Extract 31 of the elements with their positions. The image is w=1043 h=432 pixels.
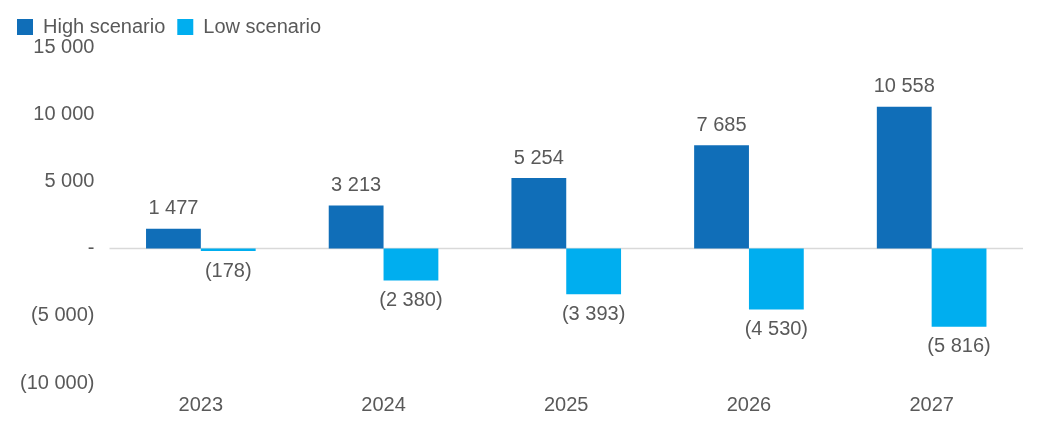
data-label: 7 685 — [696, 112, 747, 135]
data-label: 3 213 — [331, 172, 382, 195]
x-tick-label: 2023 — [178, 392, 224, 415]
data-label: (2 380) — [379, 288, 443, 311]
y-tick-label: 5 000 — [44, 168, 95, 191]
bar — [383, 248, 439, 281]
data-label: (3 393) — [561, 301, 626, 324]
bar — [694, 145, 749, 249]
data-label: (178) — [204, 258, 252, 281]
x-tick-label: 2027 — [909, 392, 954, 415]
legend-label: High scenario — [43, 14, 166, 37]
y-tick-label: 10 000 — [33, 101, 95, 124]
y-tick-label: (10 000) — [19, 370, 95, 393]
y-tick-label: - — [87, 236, 95, 259]
x-tick-label: 2025 — [544, 392, 589, 415]
data-label: 5 254 — [513, 145, 564, 168]
legend-label: Low scenario — [203, 14, 322, 37]
data-label: 1 477 — [148, 196, 199, 219]
bar — [511, 177, 567, 249]
bar — [931, 248, 987, 327]
bar — [328, 205, 384, 249]
bar — [566, 248, 622, 295]
bar — [146, 228, 201, 249]
data-label: (5 816) — [927, 334, 991, 357]
x-tick-label: 2024 — [361, 392, 406, 415]
bar — [876, 106, 932, 249]
data-label: 10 558 — [873, 74, 935, 97]
data-label: (4 530) — [744, 317, 809, 339]
bar — [748, 248, 804, 310]
x-tick-label: 2026 — [726, 392, 772, 415]
y-tick-label: (5 000) — [31, 303, 95, 326]
